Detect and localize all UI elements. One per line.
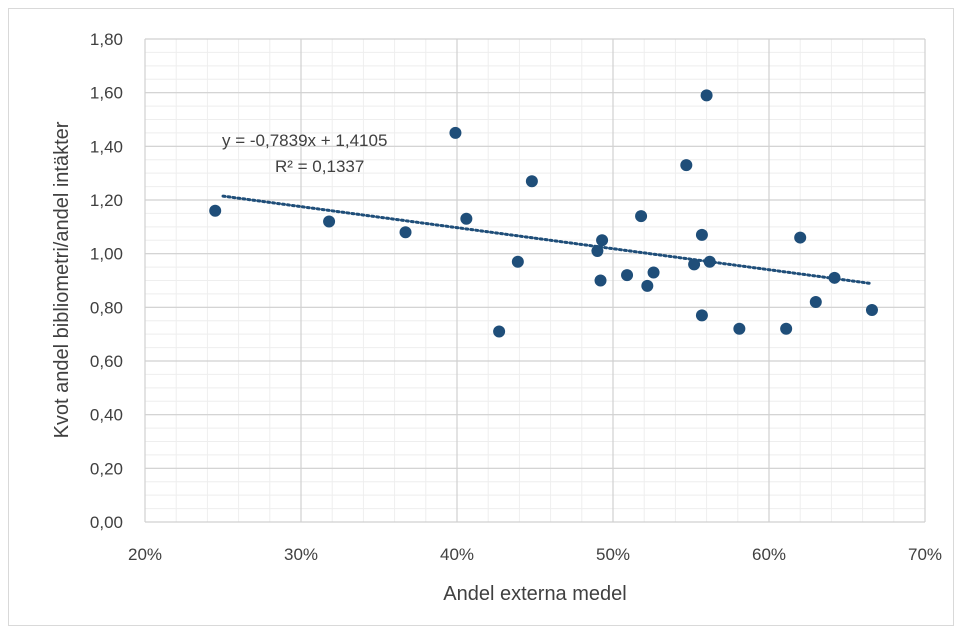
data-point: [647, 266, 660, 279]
data-point: [449, 126, 462, 139]
data-point: [700, 89, 713, 102]
y-tick-label: 0,60: [90, 352, 123, 371]
x-axis-ticks: 20% 30% 40% 50% 60% 70%: [128, 545, 942, 564]
x-axis-label: Andel externa medel: [443, 583, 626, 605]
data-point: [680, 159, 693, 172]
data-point: [594, 274, 607, 287]
data-point: [460, 212, 473, 225]
data-point: [323, 215, 336, 228]
y-tick-label: 0,20: [90, 459, 123, 478]
y-tick-label: 1,80: [90, 30, 123, 49]
data-point: [493, 325, 506, 338]
data-point: [399, 226, 412, 239]
data-point: [511, 255, 524, 268]
y-tick-label: 1,60: [90, 84, 123, 103]
data-point: [641, 279, 654, 292]
data-point: [794, 231, 807, 244]
data-point: [809, 295, 822, 308]
data-point: [828, 271, 841, 284]
trendline-equation: y = -0,7839x + 1,4105: [222, 131, 387, 150]
x-tick-label: 60%: [752, 545, 786, 564]
x-tick-label: 30%: [284, 545, 318, 564]
chart-frame: [8, 8, 954, 626]
data-point: [635, 210, 648, 223]
data-point: [780, 322, 793, 335]
y-axis-label: Kvot andel bibliometri/andel intäkter: [51, 121, 73, 438]
major-gridlines: [144, 38, 926, 523]
x-tick-label: 70%: [908, 545, 942, 564]
y-tick-label: 1,00: [90, 245, 123, 264]
y-tick-label: 1,20: [90, 191, 123, 210]
y-axis-ticks: 0,00 0,20 0,40 0,60 0,80 1,00 1,20 1,40 1,60 1,80: [90, 30, 123, 532]
data-point: [688, 258, 701, 271]
data-point: [695, 309, 708, 322]
data-point: [695, 228, 708, 241]
y-tick-label: 0,80: [90, 298, 123, 317]
x-tick-label: 40%: [440, 545, 474, 564]
y-tick-label: 0,40: [90, 406, 123, 425]
trendline: [221, 194, 872, 285]
data-point: [591, 244, 604, 257]
data-point: [621, 269, 634, 282]
r-squared-label: R² = 0,1337: [275, 157, 364, 176]
data-point: [525, 175, 538, 188]
x-tick-label: 20%: [128, 545, 162, 564]
minor-gridlines: [144, 38, 926, 523]
data-point: [596, 234, 609, 247]
x-tick-label: 50%: [596, 545, 630, 564]
y-tick-label: 1,40: [90, 137, 123, 156]
y-tick-label: 0,00: [90, 513, 123, 532]
data-point: [703, 255, 716, 268]
data-point: [865, 304, 878, 317]
data-points: [209, 89, 878, 338]
data-point: [209, 204, 222, 217]
data-point: [733, 322, 746, 335]
